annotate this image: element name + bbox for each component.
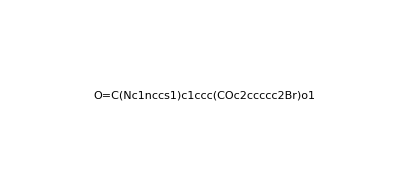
- Text: O=C(Nc1nccs1)c1ccc(COc2ccccc2Br)o1: O=C(Nc1nccs1)c1ccc(COc2ccccc2Br)o1: [93, 91, 316, 100]
